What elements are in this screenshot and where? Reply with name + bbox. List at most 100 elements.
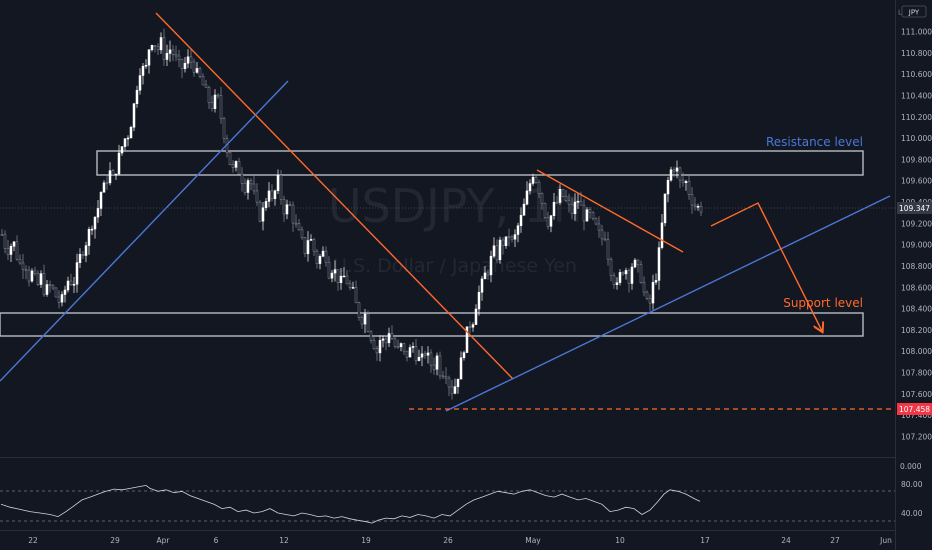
- candle-body: [420, 353, 424, 358]
- candle-body: [3, 234, 7, 249]
- candle-body: [417, 356, 421, 361]
- candle-body: [366, 313, 370, 332]
- candle-body: [96, 208, 100, 218]
- separator-zero: 0.000: [900, 462, 922, 471]
- candle-body: [303, 237, 307, 254]
- candle-body: [576, 200, 580, 203]
- candle-body: [666, 179, 670, 195]
- candle-body: [369, 331, 373, 341]
- candle-body: [375, 348, 379, 354]
- candle-body: [609, 258, 613, 276]
- candle-body: [204, 84, 208, 88]
- candle-body: [132, 103, 136, 128]
- candle-body: [612, 275, 616, 285]
- candle-body: [141, 65, 145, 76]
- candle-body: [282, 199, 286, 215]
- candle-body: [333, 269, 337, 274]
- candle-body: [27, 269, 31, 282]
- price-tick-16: 107.800: [901, 369, 932, 378]
- candle-body: [33, 270, 37, 274]
- rsi-line[interactable]: [0, 484, 701, 524]
- candle-body: [327, 261, 331, 279]
- candle-body: [594, 218, 598, 225]
- candle-body: [258, 201, 262, 222]
- candle-body: [687, 181, 691, 195]
- price-tick-3: 110.400: [901, 91, 932, 100]
- price-tick-17: 107.600: [901, 390, 932, 399]
- candle-body: [672, 169, 676, 172]
- candle-body: [345, 275, 349, 285]
- axis-mode-label[interactable]: L: [898, 9, 902, 17]
- candle-body: [384, 338, 388, 344]
- candle-body: [591, 211, 595, 219]
- rsi-pane[interactable]: [0, 458, 895, 530]
- candle-body: [153, 45, 157, 47]
- candle-body: [252, 183, 256, 192]
- candle-body: [108, 170, 112, 184]
- candle-body: [234, 161, 238, 168]
- candle-body: [288, 204, 292, 206]
- price-tick-15: 108.000: [901, 347, 932, 356]
- price-axis-panel[interactable]: [895, 0, 932, 550]
- candle-body: [501, 239, 505, 246]
- price-tick-12: 108.600: [901, 283, 932, 292]
- candle-body: [12, 241, 16, 247]
- candle-body: [177, 55, 181, 60]
- candle-body: [51, 285, 55, 289]
- candle-body: [504, 236, 508, 246]
- resistance-label: Resistance level: [766, 135, 863, 149]
- candle-body: [531, 176, 535, 184]
- candle-body: [447, 377, 451, 388]
- short-descending-line[interactable]: [536, 169, 684, 253]
- candle-body: [195, 68, 199, 73]
- low-price-badge: [897, 403, 932, 415]
- candle-body: [363, 313, 367, 325]
- candle-body: [468, 326, 472, 328]
- candle-body: [240, 173, 244, 184]
- candle-body: [213, 94, 217, 109]
- currency-button[interactable]: [901, 5, 927, 18]
- candle-body: [15, 241, 19, 260]
- descending-trendline[interactable]: [155, 12, 514, 380]
- ascending-trendline-right[interactable]: [445, 195, 891, 412]
- candle-body: [435, 355, 439, 370]
- candle-body: [45, 284, 49, 295]
- candle-body: [546, 217, 550, 227]
- candle-body: [165, 53, 169, 60]
- candle-body: [123, 138, 127, 147]
- resistance-zone[interactable]: [96, 150, 864, 176]
- time-tick-7: May: [525, 536, 541, 545]
- time-tick-0: 22: [28, 536, 38, 545]
- candle-body: [168, 49, 172, 54]
- candle-body: [300, 229, 304, 238]
- candle-body: [627, 270, 631, 284]
- candle-body: [207, 87, 211, 103]
- price-tick-9: 109.200: [901, 219, 932, 228]
- candle-body: [276, 175, 280, 192]
- candles: [0, 28, 703, 400]
- price-tick-10: 109.000: [901, 241, 932, 250]
- candle-body: [336, 269, 340, 283]
- candle-body: [423, 353, 427, 356]
- price-pane[interactable]: [0, 0, 895, 458]
- candle-body: [120, 146, 124, 154]
- candle-body: [180, 59, 184, 69]
- currency-label: JPY: [908, 9, 920, 17]
- ascending-trendline-left[interactable]: [0, 80, 289, 382]
- price-tick-4: 110.200: [901, 113, 932, 122]
- projection-arrow[interactable]: [710, 202, 822, 331]
- candle-body: [624, 270, 628, 275]
- candle-body: [564, 196, 568, 201]
- candle-body: [57, 296, 61, 303]
- candle-body: [456, 378, 460, 387]
- candle-body: [105, 182, 109, 185]
- price-tick-6: 109.800: [901, 155, 932, 164]
- candle-body: [0, 234, 4, 236]
- candle-body: [486, 272, 490, 276]
- candle-body: [411, 346, 415, 348]
- support-zone[interactable]: [0, 312, 864, 337]
- candle-body: [183, 63, 187, 70]
- candle-body: [237, 161, 241, 175]
- price-tick-11: 108.800: [901, 262, 932, 271]
